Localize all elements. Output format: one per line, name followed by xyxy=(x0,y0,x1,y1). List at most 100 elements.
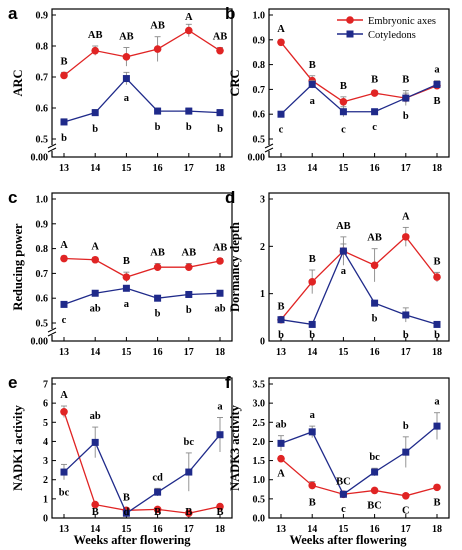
x-tick-label: 13 xyxy=(276,524,286,535)
sig-label-cotyledon: a xyxy=(310,410,316,421)
sig-label-cotyledon: bc xyxy=(59,488,70,499)
axis-break-gap xyxy=(49,329,55,335)
sig-label-cotyledon: b xyxy=(155,309,161,320)
series-cotyledon xyxy=(60,71,224,126)
sig-label-cotyledon: a xyxy=(124,299,130,310)
y-tick-label: 1 xyxy=(43,494,48,505)
y-tick-label: 0.7 xyxy=(253,85,266,96)
x-tick-label: 13 xyxy=(59,524,69,535)
sig-label-cotyledon: b xyxy=(217,124,223,135)
y-tick-label: 3 xyxy=(260,195,265,206)
series-line xyxy=(280,83,438,115)
panel-letter: c xyxy=(8,188,17,207)
y-tick-label: 0.5 xyxy=(36,135,49,146)
data-point xyxy=(60,118,68,126)
x-tick-label: 16 xyxy=(370,347,380,358)
sig-label-embryonic: B xyxy=(433,256,440,267)
axis-break-mark xyxy=(264,147,274,153)
y-tick-label: 0.6 xyxy=(253,110,266,121)
axis-break-mark xyxy=(264,143,274,149)
series-embryonic xyxy=(60,254,224,283)
data-point xyxy=(277,110,285,118)
sig-label-cotyledon: a xyxy=(434,65,440,76)
sig-label-embryonic: B xyxy=(185,507,192,518)
x-tick-label: 15 xyxy=(121,524,131,535)
x-axis-label-left: Weeks after flowering xyxy=(73,533,191,547)
data-point xyxy=(185,509,193,518)
sig-label-cotyledon: ab xyxy=(275,420,286,431)
x-tick-label: 16 xyxy=(153,347,163,358)
y-tick-label: 6 xyxy=(43,399,48,410)
axis-break-mark xyxy=(47,327,57,333)
series-line xyxy=(280,235,438,321)
sig-label-embryonic: B xyxy=(216,507,223,518)
series-line xyxy=(63,434,221,515)
y-tick-label: 1 xyxy=(260,289,265,300)
y-tick-label: 0.6 xyxy=(36,294,49,305)
data-point xyxy=(402,233,410,241)
plot-frame xyxy=(51,377,233,519)
sig-label-cotyledon: b xyxy=(186,305,192,316)
data-point xyxy=(402,448,410,456)
series-embryonic xyxy=(60,23,224,80)
x-tick-label: 18 xyxy=(432,347,442,358)
y-tick-label: 2.5 xyxy=(253,418,266,429)
data-point xyxy=(216,502,224,511)
data-point xyxy=(216,431,224,439)
series-cotyledon xyxy=(60,284,224,308)
sig-label-cotyledon: a xyxy=(217,402,223,413)
y-tick-label: 0.8 xyxy=(36,42,49,53)
x-tick-label: 17 xyxy=(184,524,194,535)
sig-label-cotyledon: b xyxy=(155,122,161,133)
y-tick-label: 0.00 xyxy=(31,337,49,348)
data-point xyxy=(277,454,285,463)
panel-letter: b xyxy=(225,4,235,23)
y-tick-label: 5 xyxy=(43,418,48,429)
sig-label-cotyledon: b xyxy=(372,314,378,325)
data-point xyxy=(153,505,162,514)
x-tick-label: 18 xyxy=(432,524,442,535)
sig-label-cotyledon: a xyxy=(341,266,347,277)
sig-label-embryonic: A xyxy=(91,241,99,252)
y-axis-label: NADK3 activity xyxy=(228,404,242,490)
sig-label-embryonic: AB xyxy=(367,233,382,244)
legend-embryonic-label: Embryonic axes xyxy=(368,16,436,27)
data-point xyxy=(308,320,316,328)
sig-label-embryonic: A xyxy=(277,24,285,35)
sig-label-embryonic: B xyxy=(371,75,378,86)
sig-label-embryonic: A xyxy=(185,12,193,23)
y-axis-label: Reducing power xyxy=(11,223,25,311)
y-tick-label: 0.00 xyxy=(31,153,49,164)
sig-label-cotyledon: b xyxy=(309,330,315,341)
y-axis-label: CRC xyxy=(228,69,242,96)
sig-label-embryonic: C xyxy=(402,506,410,517)
series-cotyledon xyxy=(277,412,441,498)
data-point xyxy=(60,468,68,476)
series-embryonic xyxy=(277,454,441,500)
y-tick-label: 3.5 xyxy=(253,380,266,391)
x-tick-label: 13 xyxy=(276,347,286,358)
legend-cotyledon-label: Cotyledons xyxy=(368,30,416,41)
sig-label-cotyledon: b xyxy=(61,133,67,144)
sig-label-cotyledon: ab xyxy=(90,304,101,315)
y-tick-label: 0.8 xyxy=(253,60,266,71)
data-point xyxy=(371,468,379,476)
panel-b: 1.0 0.9 0.8 0.7 0.6 0.5 0.00 13 14 15 16 17 18 CRC b Ac… xyxy=(225,4,450,174)
data-point xyxy=(402,491,410,500)
data-point xyxy=(122,53,131,61)
data-point xyxy=(371,108,379,116)
sig-label-cotyledon: b xyxy=(403,330,409,341)
sig-label-embryonic: B xyxy=(277,301,284,312)
y-tick-label: 0 xyxy=(260,337,265,348)
sig-label-cotyledon: a xyxy=(124,93,130,104)
panel-letter: d xyxy=(225,188,235,207)
axis-break-mark xyxy=(47,331,57,337)
data-point xyxy=(60,300,68,308)
data-point xyxy=(122,284,130,292)
data-point xyxy=(339,98,348,106)
y-tick-label: 0.9 xyxy=(36,219,49,230)
sig-label-cotyledon: b xyxy=(278,330,284,341)
data-point xyxy=(402,311,410,319)
x-tick-label: 17 xyxy=(401,524,411,535)
